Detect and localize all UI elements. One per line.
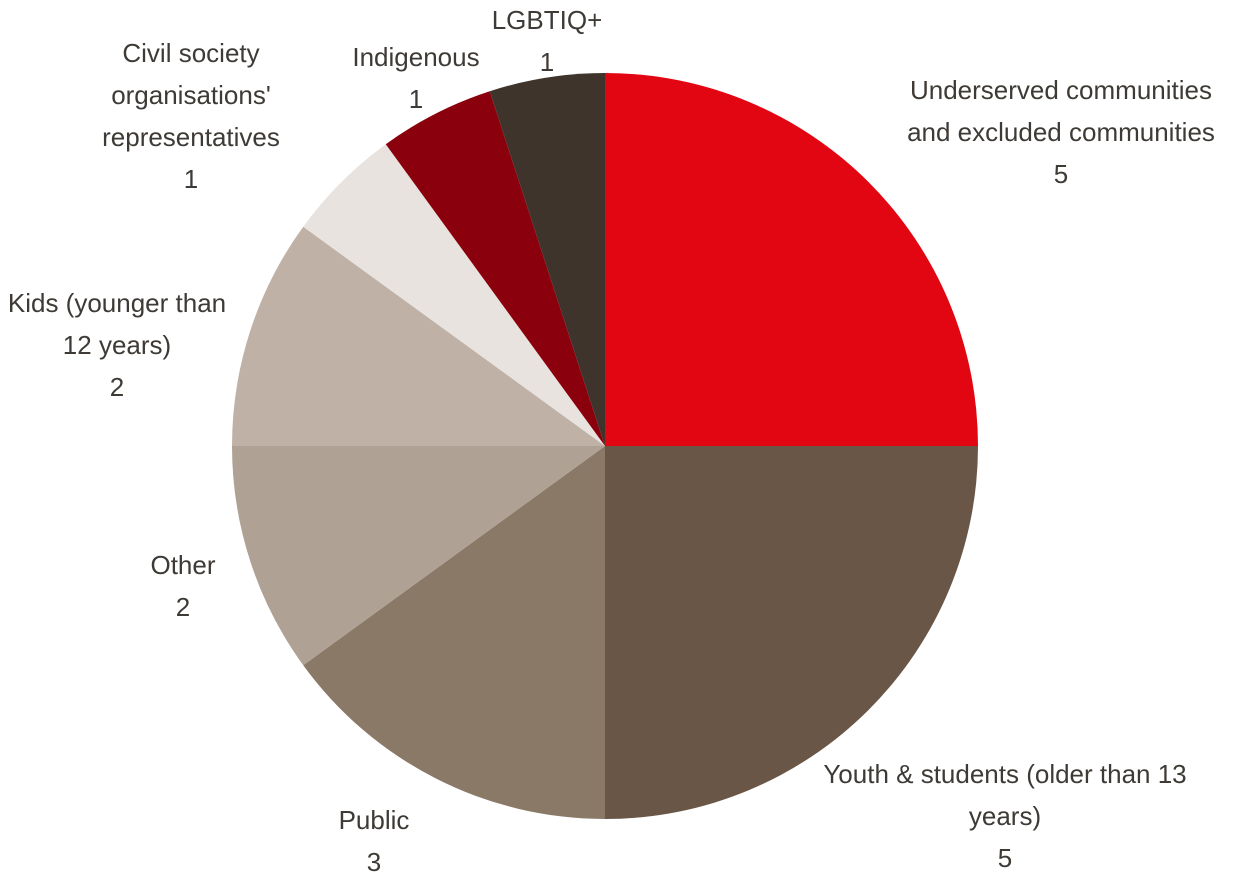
value-label: 3 bbox=[366, 847, 382, 877]
data-label: LGBTIQ+ 1 bbox=[467, 0, 627, 83]
value-label: 1 bbox=[408, 84, 424, 114]
data-label: Underserved communities and excluded com… bbox=[891, 69, 1231, 195]
category-label: Civil society organisations' representat… bbox=[102, 38, 280, 152]
pie-slice bbox=[605, 73, 978, 446]
category-label: Public bbox=[338, 805, 410, 835]
data-label: Civil society organisations' representat… bbox=[71, 32, 311, 200]
pie-slice bbox=[489, 73, 605, 446]
value-label: 1 bbox=[183, 164, 199, 194]
value-label: 1 bbox=[539, 47, 555, 77]
data-label: Public 3 bbox=[274, 799, 474, 879]
category-label: Underserved communities and excluded com… bbox=[907, 75, 1215, 147]
data-label: Indigenous 1 bbox=[326, 36, 506, 120]
category-label: Indigenous bbox=[352, 42, 480, 72]
data-label: Kids (younger than 12 years) 2 bbox=[7, 282, 227, 408]
category-label: Youth & students (older than 13 years) bbox=[823, 759, 1187, 831]
value-label: 2 bbox=[175, 592, 191, 622]
pie-slice bbox=[303, 446, 605, 819]
category-label: Kids (younger than 12 years) bbox=[7, 288, 227, 360]
value-label: 2 bbox=[109, 372, 125, 402]
pie-slice bbox=[232, 226, 605, 446]
data-label: Youth & students (older than 13 years) 5 bbox=[795, 753, 1215, 879]
value-label: 5 bbox=[997, 843, 1013, 873]
value-label: 5 bbox=[1053, 159, 1069, 189]
category-label: LGBTIQ+ bbox=[491, 5, 603, 35]
pie-slice bbox=[303, 144, 605, 446]
pie-slice bbox=[605, 446, 978, 819]
category-label: Other bbox=[150, 550, 216, 580]
pie-slice bbox=[232, 446, 605, 666]
data-label: Other 2 bbox=[83, 544, 283, 628]
pie-slice bbox=[385, 91, 605, 446]
